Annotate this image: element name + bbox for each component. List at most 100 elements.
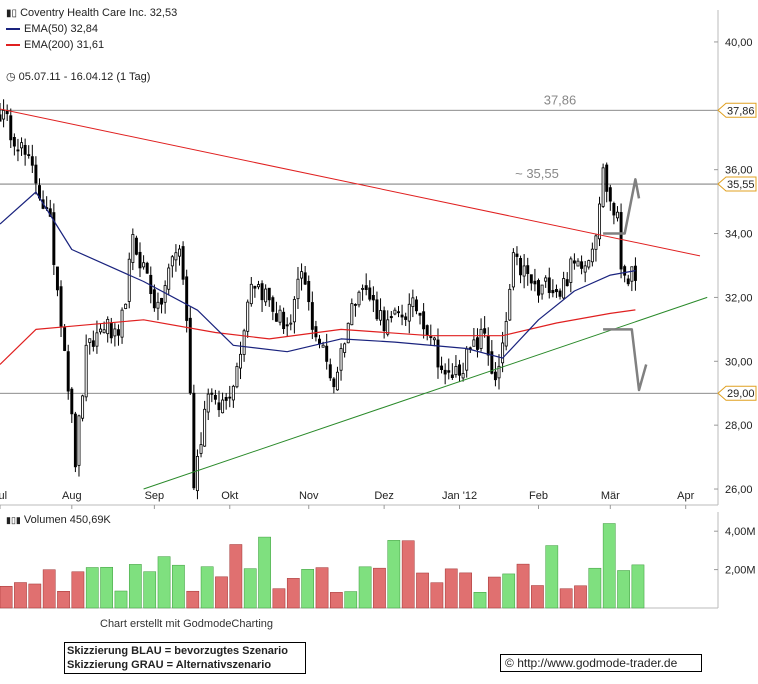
y-tick-label: 28,00 <box>725 420 753 432</box>
ema50-swatch <box>6 28 20 31</box>
candle-body <box>547 277 551 293</box>
volume-bar <box>0 585 13 609</box>
candle-body <box>382 310 386 332</box>
candle-body <box>102 329 106 334</box>
level-tag-label: 35,55 <box>727 179 755 191</box>
candle-body <box>106 318 110 335</box>
candle-body <box>587 260 591 268</box>
candle-body <box>160 297 164 305</box>
candle-body <box>99 328 102 333</box>
volume-bar <box>344 591 358 609</box>
volume-bar <box>545 545 559 609</box>
candle-body <box>296 278 300 300</box>
candle-body <box>12 137 16 147</box>
volume-bar <box>358 566 372 609</box>
candle-body <box>0 114 2 122</box>
candle-body <box>364 285 368 290</box>
source-link[interactable]: © http://www.godmode-trader.de <box>500 654 702 672</box>
candle-body <box>274 313 278 322</box>
candle-body <box>2 110 6 120</box>
candle-body <box>497 365 501 379</box>
candle-body <box>565 279 569 287</box>
candle-body <box>271 297 275 312</box>
volume-bar <box>602 523 616 609</box>
candle-body <box>55 266 59 291</box>
candle-body <box>551 290 555 294</box>
candle-body <box>353 304 357 306</box>
candle-body <box>475 337 479 350</box>
volume-bar <box>57 591 70 609</box>
candle-body <box>34 164 38 184</box>
candle-body <box>458 364 461 376</box>
candle-body <box>397 311 400 314</box>
candle-body <box>529 274 533 284</box>
candle-body <box>88 338 92 343</box>
candle-body <box>368 287 372 300</box>
candle-body <box>152 289 156 309</box>
candle-body <box>253 285 257 289</box>
source-url[interactable]: http://www.godmode-trader.de <box>517 656 678 670</box>
candle-body <box>260 283 264 301</box>
legend-range: ◷ 05.07.11 - 16.04.12 (1 Tag) <box>6 70 150 84</box>
candle-body <box>343 343 347 353</box>
candle-body <box>221 399 225 414</box>
volume-bar <box>416 572 429 609</box>
candle-body <box>138 251 142 269</box>
candle-body <box>400 314 404 318</box>
candle-body <box>544 277 548 282</box>
candle-body <box>414 299 418 312</box>
candle-body <box>605 164 609 192</box>
candle-body <box>249 283 253 305</box>
candle-body <box>246 301 250 332</box>
volume-bar <box>114 590 128 609</box>
x-tick-label: Nov <box>299 490 319 502</box>
candle-body <box>540 284 544 295</box>
y-tick-label: 26,00 <box>725 484 753 496</box>
volume-bar <box>387 540 401 609</box>
candle-body <box>411 297 415 307</box>
scenario-down-arrow <box>603 328 648 392</box>
candle-body <box>224 396 228 401</box>
volume-tick-label: 4,00M <box>725 526 756 538</box>
candle-body <box>407 303 411 322</box>
ema200-swatch <box>6 44 20 47</box>
volume-bar <box>42 569 56 609</box>
candle-body <box>116 329 120 336</box>
volume-bar <box>459 572 472 609</box>
candle-body <box>562 278 566 299</box>
candle-body <box>109 322 113 339</box>
volume-bar <box>574 585 587 609</box>
candle-body <box>508 288 512 321</box>
chart-credit: Chart erstellt mit GodmodeCharting <box>100 618 274 630</box>
candle-body <box>63 327 67 351</box>
candle-body <box>479 328 483 349</box>
annotation-label: 37,86 <box>544 92 577 107</box>
volume-bar <box>71 571 85 609</box>
volume-bar <box>200 566 214 609</box>
candle-body <box>73 413 77 468</box>
candle-body <box>332 378 336 388</box>
level-tag <box>717 176 757 192</box>
candle-body <box>285 324 289 327</box>
x-tick-label: Feb <box>529 490 548 502</box>
candle-body <box>616 211 619 219</box>
volume-tick-label: 2,00M <box>725 565 756 577</box>
volume-bar <box>301 569 315 609</box>
candle-body <box>264 288 268 303</box>
x-tick-label: Aug <box>62 490 82 502</box>
volume-bar <box>286 578 300 609</box>
volume-bar <box>401 540 415 609</box>
volume-bar <box>229 544 243 609</box>
candle-body <box>440 365 444 370</box>
candle-body <box>95 332 99 347</box>
legend-ema200: EMA(200) 31,61 <box>6 38 104 52</box>
candle-body <box>558 290 562 297</box>
volume-bar <box>444 568 458 609</box>
level-tag <box>717 102 757 118</box>
candle-body <box>379 310 383 321</box>
scenario-notes: Skizzierung BLAU = bevorzugtes Szenario … <box>64 642 306 674</box>
candle-body <box>335 371 339 391</box>
candle-body <box>16 149 20 152</box>
candle-body <box>289 322 293 325</box>
candle-body <box>70 388 74 415</box>
